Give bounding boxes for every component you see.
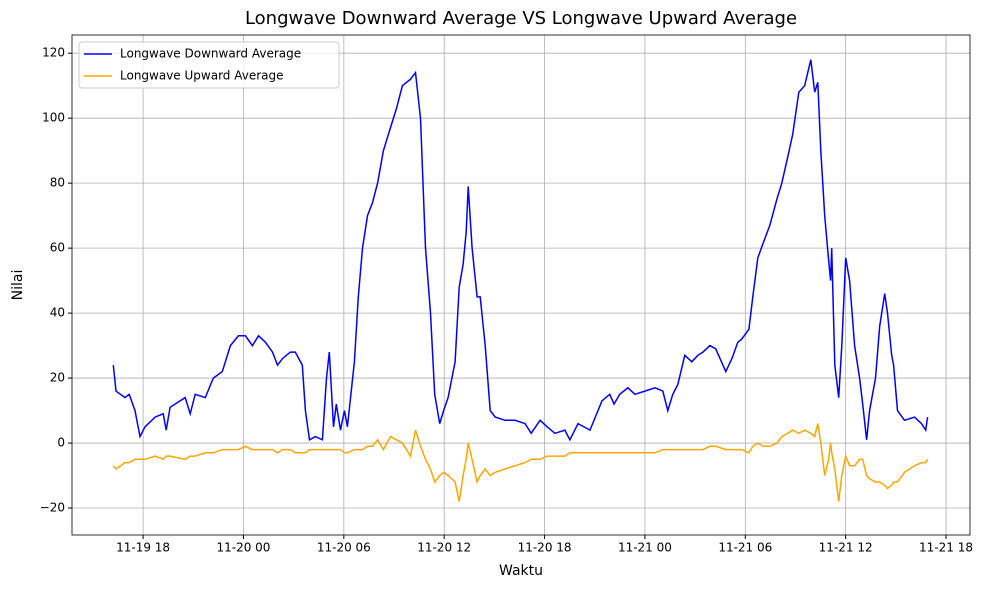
legend: Longwave Downward Average Longwave Upward… xyxy=(78,41,340,89)
x-tick-label: 11-21 12 xyxy=(819,541,873,555)
x-tick-label: 11-19 18 xyxy=(116,541,170,555)
plot-frame xyxy=(71,34,971,536)
y-tick-label: 80 xyxy=(50,176,65,190)
x-tick-label: 11-20 12 xyxy=(417,541,471,555)
x-tick-label: 11-21 06 xyxy=(718,541,772,555)
chart-title: Longwave Downward Average VS Longwave Up… xyxy=(245,8,797,29)
legend-label: Longwave Upward Average xyxy=(120,69,284,83)
x-tick-label: 11-20 06 xyxy=(317,541,371,555)
y-tick-label: 40 xyxy=(50,306,65,320)
x-tick-label: 11-21 18 xyxy=(919,541,973,555)
legend-box xyxy=(78,41,340,89)
y-axis-label: Nilai xyxy=(10,270,26,301)
y-tick-label: 100 xyxy=(42,111,65,125)
x-tick-label: 11-21 00 xyxy=(618,541,672,555)
x-axis-label: Waktu xyxy=(499,563,543,579)
y-tick-label: 0 xyxy=(57,436,65,450)
y-tick-label: −20 xyxy=(40,501,65,515)
y-tick-label: 20 xyxy=(50,371,65,385)
y-tick-label: 60 xyxy=(50,241,65,255)
x-tick-label: 11-20 00 xyxy=(216,541,270,555)
data-line xyxy=(112,423,929,502)
data-line xyxy=(112,59,929,442)
x-tick-label: 11-20 18 xyxy=(518,541,572,555)
y-tick-label: 120 xyxy=(42,46,65,60)
legend-label: Longwave Downward Average xyxy=(120,47,301,61)
